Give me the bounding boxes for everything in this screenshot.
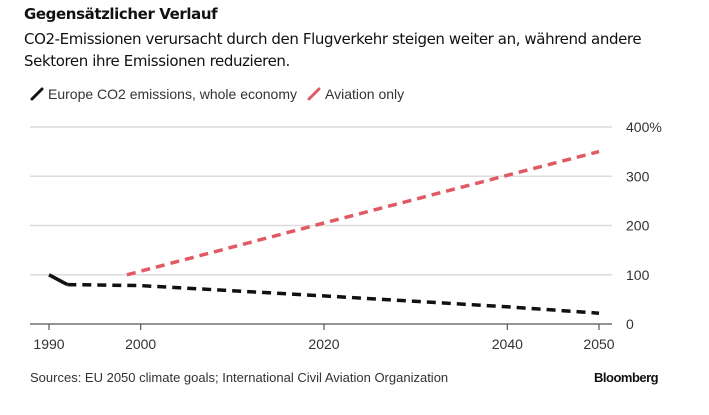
series-line-0-segment-1 <box>67 282 600 315</box>
y-tick-label-200: 200 <box>626 218 650 234</box>
legend: Europe CO2 emissions, whole economy Avia… <box>30 86 414 102</box>
y-tick-label-300: 300 <box>626 168 650 184</box>
legend-label-aviation: Aviation only <box>325 86 405 102</box>
x-tick-label-2020: 2020 <box>308 336 339 352</box>
legend-label-europe: Europe CO2 emissions, whole economy <box>48 86 298 102</box>
x-tick-label-1990: 1990 <box>33 336 64 352</box>
legend-swatch-europe <box>30 87 44 101</box>
series-aviation-only <box>126 149 600 277</box>
x-tick-label-2000: 2000 <box>125 336 156 352</box>
chart-subtitle: CO2-Emissionen verursacht durch den Flug… <box>24 30 642 70</box>
legend-item-europe: Europe CO2 emissions, whole economy <box>30 86 297 102</box>
series-line-0-segment-0 <box>48 273 69 287</box>
source-note: Sources: EU 2050 climate goals; Internat… <box>30 370 449 385</box>
bloomberg-logo: Bloomberg <box>594 370 659 385</box>
legend-swatch-aviation <box>307 87 321 101</box>
x-tick-label-2050: 2050 <box>583 336 614 352</box>
y-tick-label-400: 400% <box>626 119 662 135</box>
chart-title: Gegensätzlicher Verlauf <box>24 5 218 23</box>
x-tick-label-2040: 2040 <box>492 336 523 352</box>
legend-item-aviation: Aviation only <box>307 86 404 102</box>
series-europe-whole-economy <box>48 273 600 315</box>
y-tick-label-0: 0 <box>626 316 634 332</box>
y-tick-label-100: 100 <box>626 267 650 283</box>
series-line-1-segment-0 <box>126 149 600 277</box>
